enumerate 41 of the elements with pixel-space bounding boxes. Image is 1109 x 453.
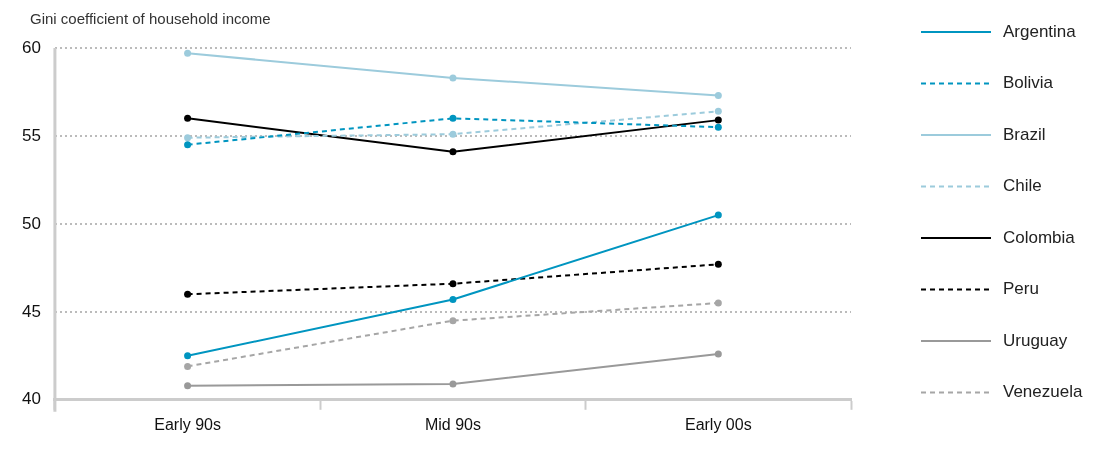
point: [714, 91, 722, 99]
point: [184, 352, 192, 360]
legend-label: Bolivia: [1003, 73, 1054, 93]
y-tick-label: 50: [21, 213, 41, 233]
point: [184, 382, 192, 390]
y-tick-label: 55: [21, 125, 41, 145]
point: [449, 130, 457, 138]
point: [714, 299, 722, 307]
point: [184, 141, 192, 149]
point: [714, 107, 722, 115]
point: [184, 114, 192, 122]
y-axis-title: Gini coefficient of household income: [30, 9, 271, 27]
point: [184, 290, 192, 298]
point: [449, 114, 457, 122]
point: [714, 116, 722, 124]
legend-label: Brazil: [1003, 124, 1046, 144]
legend-label: Chile: [1003, 176, 1042, 196]
point: [449, 380, 457, 388]
x-tick-label: Early 90s: [154, 415, 221, 433]
x-tick-label: Early 00s: [684, 415, 752, 433]
y-tick-label: 60: [21, 37, 41, 57]
point: [184, 134, 192, 142]
legend-label: Peru: [1003, 279, 1039, 299]
legend-label: Argentina: [1003, 21, 1077, 41]
point: [714, 123, 722, 131]
point: [449, 296, 457, 304]
legend-label: Venezuela: [1003, 382, 1083, 402]
legend-label: Colombia: [1003, 227, 1076, 247]
point: [184, 49, 192, 57]
point: [449, 74, 457, 82]
point: [449, 280, 457, 288]
point: [449, 148, 457, 156]
point: [714, 260, 722, 268]
point: [184, 362, 192, 370]
y-tick-label: 40: [21, 389, 41, 409]
y-tick-label: 45: [21, 301, 41, 321]
point: [714, 211, 722, 219]
x-tick-label: Mid 90s: [424, 415, 481, 433]
legend-label: Uruguay: [1003, 330, 1068, 350]
point: [449, 317, 457, 325]
point: [714, 350, 722, 358]
